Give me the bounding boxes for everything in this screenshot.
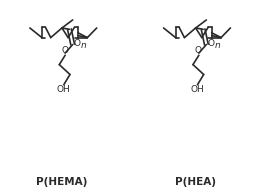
Text: OH: OH: [191, 85, 205, 94]
Text: n: n: [214, 41, 220, 50]
Text: P(HEA): P(HEA): [175, 177, 216, 187]
Text: O: O: [195, 46, 202, 55]
Text: P(HEMA): P(HEMA): [36, 177, 88, 187]
Text: n: n: [81, 41, 86, 50]
Text: O: O: [61, 46, 68, 55]
Text: O: O: [74, 39, 81, 48]
Text: O: O: [208, 39, 215, 48]
Text: OH: OH: [57, 85, 71, 94]
